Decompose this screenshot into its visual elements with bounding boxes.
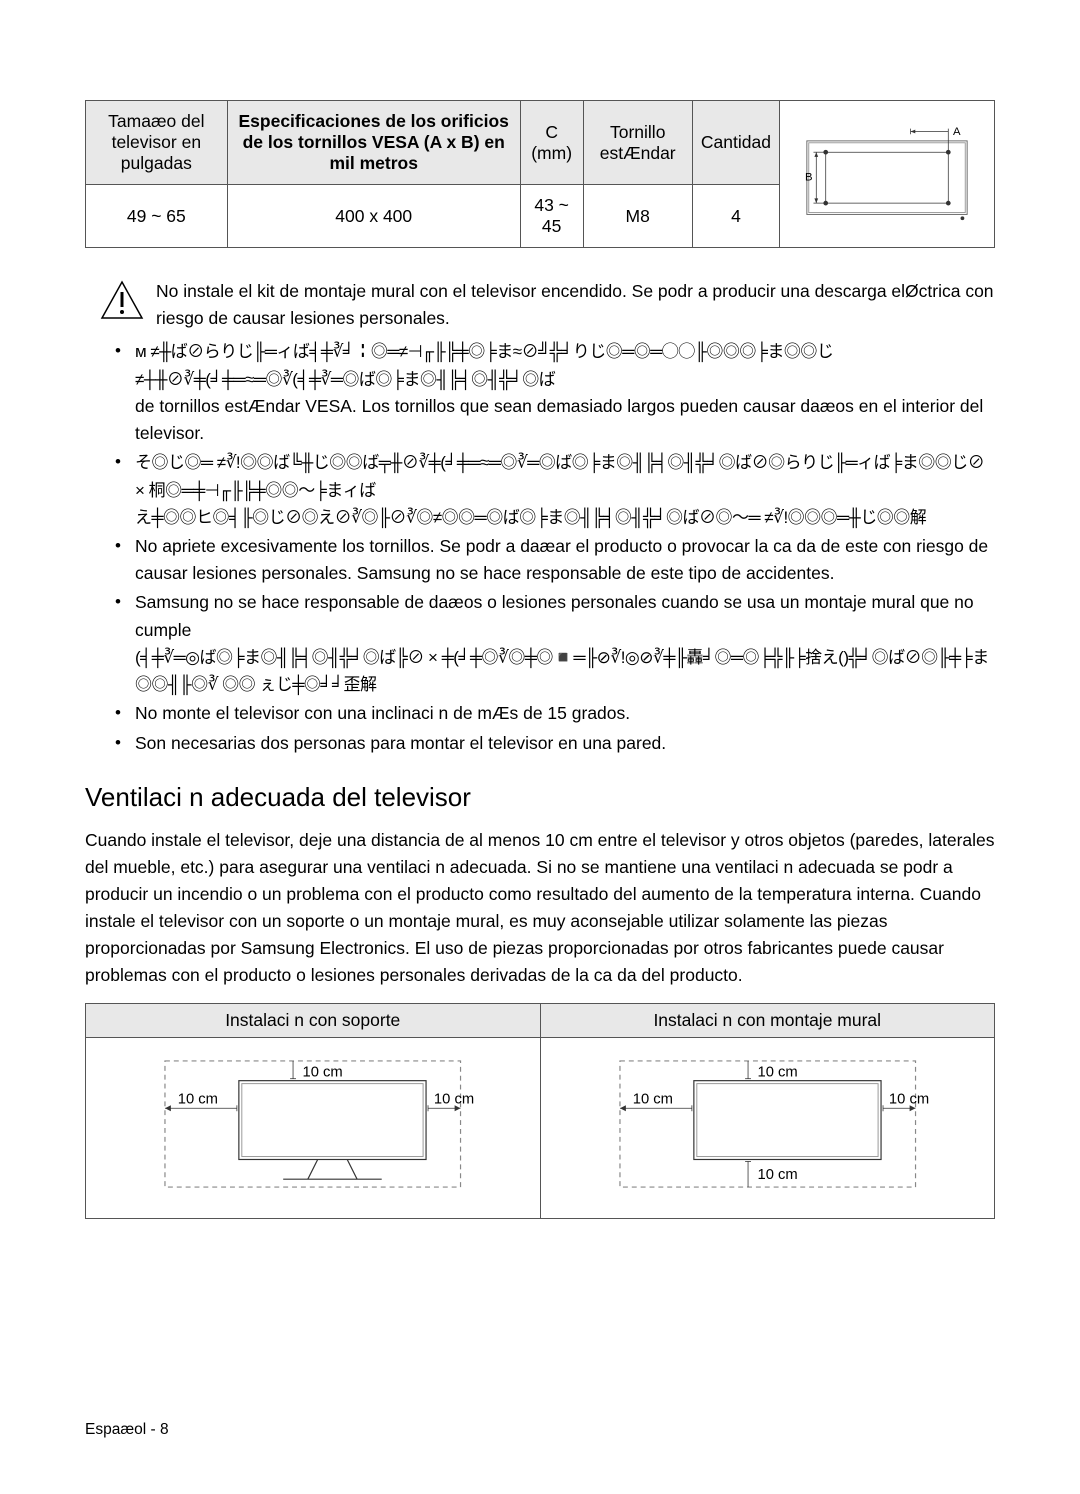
- page-footer: Espaæol - 8: [85, 1421, 169, 1439]
- spec-table: Tamaæo del televisor en pulgadas Especif…: [85, 100, 995, 248]
- bullet-list: м ≠╫ば⊘らりじ╟═ィば╡╪∛╛╏◎═≠⊣╓╟╠╪◎╞ま≈⊘╝╬╛りじ◎═◎═…: [115, 338, 995, 756]
- bullet-text: de tornillos estÆndar VESA. Los tornillo…: [135, 396, 983, 443]
- bullet-text: Samsung no se hace responsable de daæos …: [135, 592, 974, 639]
- install-table: Instalaci n con soporte Instalaci n con …: [85, 1003, 995, 1219]
- bullet-item: No apriete excesivamente los tornillos. …: [115, 533, 995, 587]
- garbled-text: え╪◎◎ヒ◎╡╟◎じ⊘◎え⊘∛◎╟⊘∛◎≠◎◎═◎ば◎╞ま◎╢╠╡◎╢╬╛◎ば⊘…: [135, 508, 926, 527]
- svg-text:10 cm: 10 cm: [178, 1092, 218, 1108]
- bullet-item: No monte el televisor con una inclinaci …: [115, 700, 995, 727]
- warning-block: No instale el kit de montaje mural con e…: [100, 278, 995, 332]
- warning-text: No instale el kit de montaje mural con e…: [156, 278, 995, 332]
- spec-vesa: 400 x 400: [227, 185, 520, 248]
- wall-install-diagram: 10 cm 10 cm 10 cm 10 cm: [551, 1048, 985, 1203]
- bullet-item: м ≠╫ば⊘らりじ╟═ィば╡╪∛╛╏◎═≠⊣╓╟╠╪◎╞ま≈⊘╝╬╛りじ◎═◎═…: [115, 338, 995, 447]
- warning-triangle-icon: [100, 280, 144, 320]
- svg-text:10 cm: 10 cm: [434, 1092, 474, 1108]
- diagram-label-b: B: [805, 171, 813, 183]
- spec-screw: M8: [583, 185, 692, 248]
- install-header-stand: Instalaci n con soporte: [86, 1004, 541, 1038]
- bullet-item: そ◎じ◎═ ≠∛!◎◎ば╚╫じ◎◎ば╤╫⊘∛╪(╛╪═≈═◎∛═◎ば◎╞ま◎╢╠…: [115, 449, 995, 531]
- install-diagram-wall-cell: 10 cm 10 cm 10 cm 10 cm: [540, 1038, 995, 1219]
- spec-header-screw: Tornillo estÆndar: [583, 101, 692, 185]
- garbled-text: (╡╪∛═◎ば◎╞ま◎╢╠╡◎╢╬╛◎ば╠⊘ × ╪(╛╪◎∛◎╪◎◾═╟⊘∛!…: [135, 648, 989, 694]
- install-header-wall: Instalaci n con montaje mural: [540, 1004, 995, 1038]
- spec-header-qty: Cantidad: [692, 101, 779, 185]
- svg-text:10 cm: 10 cm: [757, 1168, 797, 1184]
- svg-text:10 cm: 10 cm: [888, 1092, 928, 1108]
- spec-qty: 4: [692, 185, 779, 248]
- section-heading: Ventilaci n adecuada del televisor: [85, 782, 995, 813]
- svg-text:10 cm: 10 cm: [302, 1065, 342, 1081]
- tv-diagram-cell: A B: [780, 101, 995, 248]
- section-paragraph: Cuando instale el televisor, deje una di…: [85, 827, 995, 990]
- garbled-text: そ◎じ◎═ ≠∛!◎◎ば╚╫じ◎◎ば╤╫⊘∛╪(╛╪═≈═◎∛═◎ば◎╞ま◎╢╠…: [135, 453, 984, 499]
- spec-size: 49 ~ 65: [86, 185, 228, 248]
- install-diagram-stand-cell: 10 cm 10 cm 10 cm: [86, 1038, 541, 1219]
- svg-text:10 cm: 10 cm: [757, 1065, 797, 1081]
- stand-install-diagram: 10 cm 10 cm 10 cm: [96, 1048, 530, 1203]
- spec-header-c: C (mm): [520, 101, 583, 185]
- spec-c: 43 ~ 45: [520, 185, 583, 248]
- bullet-item: Samsung no se hace responsable de daæos …: [115, 589, 995, 698]
- spec-header-size: Tamaæo del televisor en pulgadas: [86, 101, 228, 185]
- garbled-text: м ≠╫ば⊘らりじ╟═ィば╡╪∛╛╏◎═≠⊣╓╟╠╪◎╞ま≈⊘╝╬╛りじ◎═◎═…: [135, 342, 833, 388]
- spec-header-vesa: Especificaciones de los orificios de los…: [227, 101, 520, 185]
- tv-vesa-diagram: A B: [788, 117, 986, 227]
- bullet-item: Son necesarias dos personas para montar …: [115, 730, 995, 757]
- diagram-label-a: A: [953, 126, 961, 138]
- svg-text:10 cm: 10 cm: [632, 1092, 672, 1108]
